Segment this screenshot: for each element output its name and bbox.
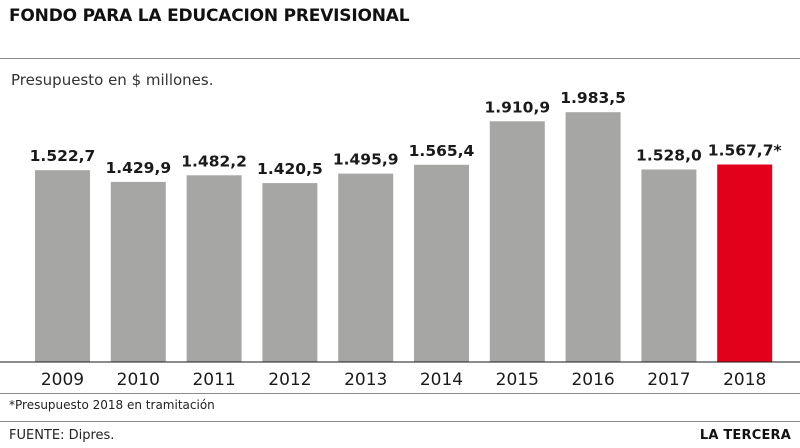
bar-2011 xyxy=(186,175,242,362)
bar-2009 xyxy=(35,170,90,362)
chart-subtitle: Presupuesto en $ millones. xyxy=(11,71,214,89)
value-labels-group: 1.522,7 1.429,9 1.482,2 1.420,5 1.495,9 1.565… xyxy=(30,89,782,178)
x-tick-label-2017: 2017 xyxy=(647,370,690,390)
x-tick-label-2012: 2012 xyxy=(268,370,311,390)
x-tick-label-2014: 2014 xyxy=(420,370,463,390)
x-tick-label-2013: 2013 xyxy=(344,370,387,390)
value-label-2016: 1.983,5 xyxy=(560,89,626,107)
footnote: *Presupuesto 2018 en tramitación xyxy=(9,398,215,412)
source-note: FUENTE: Dipres. xyxy=(9,428,115,443)
bars-group xyxy=(35,112,773,362)
x-tick-label-2015: 2015 xyxy=(496,370,539,390)
bar-2017 xyxy=(641,169,697,362)
chart-title: FONDO PARA LA EDUCACION PREVISIONAL xyxy=(9,6,410,26)
value-label-2017: 1.528,0 xyxy=(636,147,702,165)
bar-2014 xyxy=(414,164,469,362)
x-tick-label-2016: 2016 xyxy=(571,370,614,390)
bar-2018 xyxy=(717,164,773,362)
x-tick-label-2009: 2009 xyxy=(41,370,84,390)
bar-2016 xyxy=(565,112,621,362)
footer-divider xyxy=(0,421,800,422)
bar-2010 xyxy=(110,181,166,362)
brand-logo: LA TERCERA xyxy=(699,428,791,443)
x-tick-label-2010: 2010 xyxy=(117,370,160,390)
bar-2015 xyxy=(489,121,545,362)
value-label-2012: 1.420,5 xyxy=(257,160,323,178)
value-label-2013: 1.495,9 xyxy=(333,151,399,169)
x-tick-label-2011: 2011 xyxy=(192,370,235,390)
top-divider xyxy=(0,58,800,59)
bottom-divider xyxy=(0,393,800,394)
x-tick-labels-group: 2009 2010 2011 2012 2013 2014 2015 2016 2017 2018 xyxy=(41,370,766,390)
value-label-2010: 1.429,9 xyxy=(105,159,171,177)
bar-2012 xyxy=(262,183,318,362)
bar-2013 xyxy=(338,173,394,362)
value-label-2014: 1.565,4 xyxy=(409,142,475,160)
value-label-2015: 1.910,9 xyxy=(484,98,550,116)
bar-chart: 1.522,7 1.429,9 1.482,2 1.420,5 1.495,9 1.565… xyxy=(0,89,800,390)
x-tick-label-2018: 2018 xyxy=(723,370,766,390)
value-label-2009: 1.522,7 xyxy=(30,147,96,165)
value-label-2018: 1.567,7* xyxy=(708,142,782,160)
value-label-2011: 1.482,2 xyxy=(181,152,247,170)
